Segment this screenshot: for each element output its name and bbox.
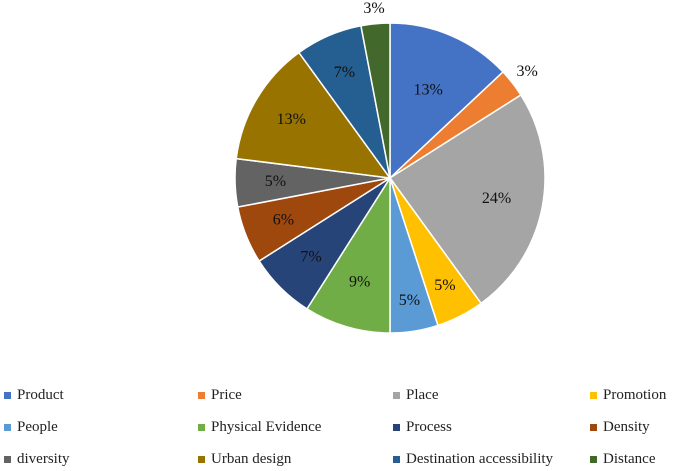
pie-slice-labels: 13% 3% 24% 5% 5% 9% 7% 6% 5% 13% 7% 3% — [265, 0, 538, 309]
legend-label: Promotion — [603, 386, 667, 403]
legend-item-destination-accessibility: Destination accessibility — [393, 447, 553, 471]
pie-chart-svg: 13% 3% 24% 5% 5% 9% 7% 6% 5% 13% 7% 3% — [234, 0, 546, 334]
legend-label: Price — [211, 386, 242, 403]
data-label-destination-accessibility: 7% — [334, 64, 355, 81]
legend-item-diversity: diversity — [4, 447, 70, 471]
legend-label: Place — [406, 386, 439, 403]
pie-slice-place — [388, 93, 546, 305]
data-label-product: 13% — [414, 81, 443, 98]
legend-item-distance: Distance — [590, 447, 655, 471]
legend-swatch — [393, 455, 400, 463]
legend-item-urban-design: Urban design — [198, 447, 291, 471]
data-label-urban-design: 13% — [277, 111, 306, 128]
data-label-place: 24% — [482, 190, 511, 207]
pie-slice-distance — [360, 22, 391, 179]
data-label-distance: 3% — [363, 0, 384, 17]
legend-swatch — [198, 423, 205, 431]
pie-slice-physical-evidence — [305, 175, 391, 334]
legend-item-product: Product — [4, 383, 64, 407]
legend-item-process: Process — [393, 415, 452, 439]
legend-label: Urban design — [211, 450, 292, 467]
legend-swatch — [590, 455, 597, 463]
data-label-promotion: 5% — [434, 277, 455, 294]
data-label-process: 7% — [300, 248, 321, 265]
data-label-price: 3% — [517, 63, 538, 80]
legend-item-promotion: Promotion — [590, 383, 666, 407]
legend-swatch — [198, 391, 205, 399]
legend-swatch — [590, 391, 597, 399]
legend-swatch — [198, 455, 205, 463]
chart-legend: Product Price Place Promotion People Physical… — [0, 383, 685, 470]
legend-item-physical-evidence: Physical Evidence — [198, 415, 321, 439]
pie-slices — [234, 22, 546, 334]
legend-label: Process — [406, 418, 452, 435]
legend-item-price: Price — [198, 383, 242, 407]
pie-slice-urban-design — [235, 51, 392, 179]
legend-swatch — [393, 391, 400, 399]
legend-swatch — [4, 455, 11, 463]
data-label-people: 5% — [399, 292, 420, 309]
data-label-physical-evidence: 9% — [349, 274, 370, 291]
legend-swatch — [393, 423, 400, 431]
legend-swatch — [4, 423, 11, 431]
legend-label: Product — [17, 386, 64, 403]
legend-swatch — [4, 391, 11, 399]
legend-item-people: People — [4, 415, 58, 439]
legend-label: Distance — [603, 450, 656, 467]
data-label-diversity: 5% — [265, 173, 286, 190]
legend-label: People — [17, 418, 58, 435]
pie-slice-product — [389, 22, 505, 180]
data-label-density: 6% — [273, 212, 294, 229]
legend-item-place: Place — [393, 383, 438, 407]
legend-swatch — [590, 423, 597, 431]
legend-label: Destination accessibility — [406, 450, 554, 467]
legend-label: Density — [603, 418, 650, 435]
legend-label: Physical Evidence — [211, 418, 322, 435]
legend-item-density: Density — [590, 415, 650, 439]
legend-label: diversity — [17, 450, 70, 467]
